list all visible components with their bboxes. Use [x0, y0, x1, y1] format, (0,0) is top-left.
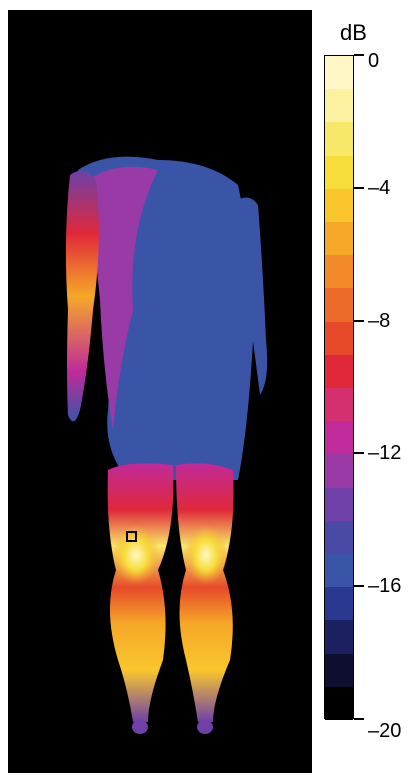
colorbar-band [325, 620, 353, 655]
colorbar-tick-label: 0 [368, 50, 380, 72]
right-leg-region [176, 463, 234, 722]
colorbar-tick-label: –4 [368, 176, 391, 199]
colorbar-band [325, 520, 353, 555]
colorbar-tick [354, 54, 364, 56]
colorbar-tick-label: –8 [368, 309, 391, 332]
colorbar-tick [354, 718, 364, 720]
colorbar-tick-label: –20 [368, 720, 402, 742]
thermal-image [8, 10, 312, 773]
colorbar-band [325, 188, 353, 223]
colorbar-band [325, 89, 353, 123]
colorbar-band [325, 454, 353, 489]
colorbar-band [325, 288, 353, 323]
colorbar-band [325, 321, 353, 356]
right-arm-region [230, 197, 268, 395]
colorbar-band [325, 155, 353, 190]
left-arm-region [65, 171, 99, 422]
colorbar-tick [354, 186, 364, 189]
body-heatmap [65, 156, 268, 734]
colorbar-band [325, 686, 353, 721]
colorbar-band [325, 222, 353, 256]
colorbar-band [325, 653, 353, 688]
measurement-marker[interactable] [126, 531, 137, 542]
colorbar-band [325, 421, 353, 455]
torso-warm-region [88, 166, 158, 430]
colorbar-band [325, 354, 353, 389]
left-knee-hotspot [112, 525, 160, 585]
colorbar-tick [354, 585, 364, 588]
right-knee-hotspot [184, 525, 228, 585]
colorbar-band [325, 587, 353, 621]
colorbar-band [325, 388, 353, 422]
colorbar-tick-label: –12 [368, 442, 402, 465]
colorbar-band [325, 56, 353, 90]
left-leg-region [107, 463, 174, 722]
colorbar-tick [354, 452, 364, 455]
colorbar [324, 55, 354, 721]
colorbar-band [325, 554, 353, 588]
colorbar-band [325, 255, 353, 289]
colorbar-tick [354, 319, 364, 322]
colorbar-tick-label: –16 [368, 575, 402, 598]
colorbar-unit-label: dB [340, 20, 367, 45]
colorbar-band [325, 122, 353, 157]
right-foot-region [197, 720, 213, 734]
colorbar-band [325, 487, 353, 522]
left-foot-region [132, 720, 148, 734]
